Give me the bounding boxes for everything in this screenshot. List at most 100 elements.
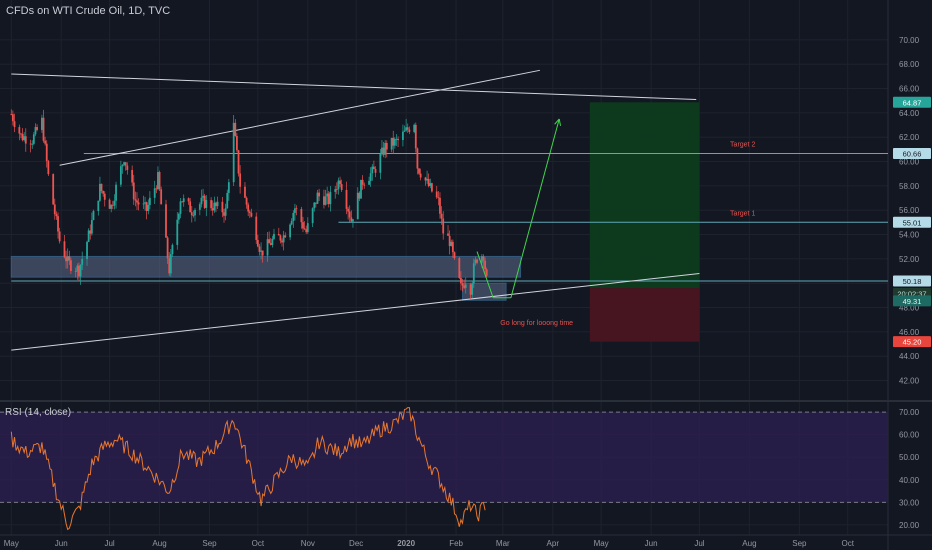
candle-body — [87, 230, 90, 242]
candle-body — [153, 188, 156, 198]
candle-body — [414, 124, 417, 149]
candle-body — [313, 202, 316, 209]
candle-body — [371, 166, 374, 174]
candle-body — [348, 211, 351, 218]
trade-annotation: Go long for looong time — [500, 320, 573, 327]
candle-body — [215, 202, 217, 207]
candle-body — [250, 212, 253, 217]
candle-body — [329, 191, 332, 205]
candle-body — [447, 233, 449, 236]
candle-body — [76, 265, 79, 272]
candle-body — [393, 138, 396, 146]
candle-body — [277, 233, 280, 236]
candle-body — [68, 256, 71, 261]
candle-body — [350, 217, 353, 222]
candle-body — [392, 137, 395, 146]
candle-body — [158, 172, 161, 190]
candle-body — [66, 256, 69, 262]
rsi-title: RSI (14, close) — [5, 407, 72, 418]
price-tick-label: 46.00 — [899, 328, 920, 337]
candle-body — [295, 208, 298, 210]
trend-line — [11, 73, 697, 101]
candle-body — [384, 142, 387, 155]
horizontal-levels[interactable] — [11, 153, 888, 282]
time-tick-label: Sep — [792, 539, 807, 548]
time-tick-label: Oct — [841, 539, 854, 548]
candle-body — [442, 218, 445, 234]
candle-body — [20, 133, 22, 135]
candle-body — [324, 196, 327, 205]
candle-body — [418, 168, 420, 174]
candle-body — [232, 122, 235, 183]
candle-body — [245, 197, 248, 205]
candle-body — [99, 183, 101, 201]
candle-body — [363, 184, 366, 186]
candle-body — [314, 202, 317, 204]
candle-body — [269, 243, 272, 245]
candle-body — [300, 208, 303, 223]
price-tick-label: 48.00 — [899, 304, 920, 313]
candle-body — [316, 192, 319, 204]
candle-body — [52, 174, 55, 205]
candle-body — [266, 239, 269, 256]
candle-body — [323, 196, 325, 205]
candle-body — [142, 203, 145, 205]
candle-body — [115, 184, 117, 201]
level-label: Target 1 — [730, 210, 755, 217]
candle-body — [126, 165, 129, 171]
candle-body — [102, 191, 105, 194]
candle-body — [402, 131, 404, 141]
candle-body — [55, 214, 58, 217]
text-annotations[interactable]: Target 2 Target 1 Go long for looong time — [500, 142, 755, 328]
candle-body — [202, 195, 204, 198]
candle-body — [340, 184, 343, 190]
price-tag-bg — [893, 295, 931, 307]
rsi-tick-label: 30.00 — [899, 498, 920, 507]
candle-body — [147, 204, 150, 212]
candle-body — [306, 223, 309, 233]
candle-body — [213, 202, 216, 211]
candle-body — [439, 197, 441, 214]
trend-line — [59, 69, 540, 166]
candle-body — [86, 241, 88, 260]
rsi-line — [10, 407, 486, 531]
candle-body — [221, 201, 224, 213]
candle-body — [203, 195, 206, 208]
candle-body — [385, 142, 388, 150]
candle-body — [464, 284, 467, 288]
projection-arrow[interactable] — [476, 118, 562, 299]
candle-body — [474, 259, 477, 264]
candle-body — [419, 173, 422, 178]
price-tick-label: 42.00 — [899, 377, 920, 386]
candle-body — [236, 136, 238, 151]
candle-body — [45, 143, 48, 162]
arrow-shaft-small — [476, 251, 494, 298]
price-tag-label: 45.20 — [903, 338, 922, 347]
price-tick-label: 66.00 — [899, 85, 920, 94]
candle-body — [123, 162, 125, 165]
time-tick-label: May — [594, 539, 609, 548]
price-tag-label: 20:02:37 — [897, 290, 926, 299]
arrow-shaft — [510, 118, 560, 298]
candle-body — [42, 117, 45, 141]
candle-body — [47, 161, 50, 175]
price-tick-label: 44.00 — [899, 352, 920, 361]
candle-body — [339, 180, 341, 185]
candle-body — [148, 197, 151, 205]
candle-body — [426, 178, 428, 181]
candle-body — [460, 277, 462, 284]
candle-body — [427, 178, 430, 187]
rsi-band-fill — [0, 412, 888, 503]
candle-body — [239, 173, 242, 187]
trend-lines[interactable] — [11, 69, 700, 351]
price-tag-label: 49.31 — [903, 297, 922, 306]
candle-body — [181, 201, 184, 203]
candle-body — [100, 183, 103, 192]
candle-body — [237, 150, 240, 174]
time-tick-label: Jun — [55, 539, 68, 548]
candle-body — [131, 170, 134, 183]
candle-body — [36, 127, 38, 130]
long-position-tool[interactable] — [589, 102, 700, 342]
candle-body — [53, 204, 56, 215]
candle-body — [11, 114, 14, 122]
